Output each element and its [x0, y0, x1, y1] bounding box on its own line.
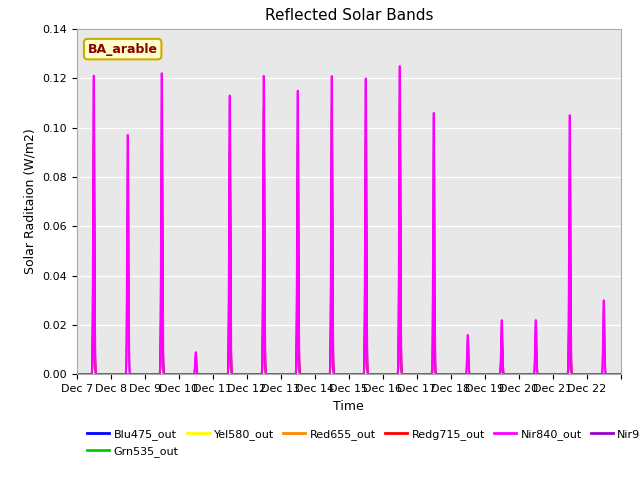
Blu475_out — [158, 261, 166, 266]
Nir945_out — [506, 372, 513, 377]
Legend: Blu475_out, Grn535_out, Yel580_out, Red655_out, Redg715_out, Nir840_out, Nir945_: Blu475_out, Grn535_out, Yel580_out, Red6… — [83, 425, 640, 461]
Nir945_out — [476, 372, 484, 377]
Redg715_out — [73, 372, 81, 377]
Blu475_out — [617, 372, 625, 377]
Yel580_out — [396, 174, 404, 180]
Redg715_out — [395, 307, 403, 313]
Yel580_out — [113, 372, 121, 377]
Text: BA_arable: BA_arable — [88, 43, 157, 56]
Redg715_out — [396, 93, 404, 98]
Red655_out — [396, 169, 404, 175]
Blu475_out — [419, 372, 426, 377]
Line: Nir945_out: Nir945_out — [77, 71, 621, 374]
Yel580_out — [395, 326, 403, 332]
Line: Blu475_out: Blu475_out — [77, 264, 621, 374]
Red655_out — [476, 372, 484, 377]
Nir945_out — [270, 372, 278, 377]
Blu475_out — [73, 372, 81, 377]
Redg715_out — [476, 372, 484, 377]
Nir945_out — [419, 372, 426, 377]
Red655_out — [113, 372, 121, 377]
Yel580_out — [419, 372, 426, 377]
Redg715_out — [506, 372, 513, 377]
Red655_out — [395, 325, 403, 331]
Line: Red655_out: Red655_out — [77, 172, 621, 374]
Title: Reflected Solar Bands: Reflected Solar Bands — [264, 9, 433, 24]
Red655_out — [506, 372, 513, 377]
Nir840_out — [419, 372, 426, 377]
Nir945_out — [100, 372, 108, 377]
Nir945_out — [396, 68, 404, 74]
Grn535_out — [395, 332, 403, 337]
Grn535_out — [476, 372, 484, 377]
Redg715_out — [419, 372, 426, 377]
Grn535_out — [419, 372, 426, 377]
Red655_out — [419, 372, 426, 377]
Redg715_out — [617, 372, 625, 377]
Nir840_out — [100, 372, 108, 377]
Yel580_out — [270, 372, 278, 377]
Redg715_out — [100, 372, 108, 377]
Grn535_out — [270, 372, 278, 377]
Line: Redg715_out: Redg715_out — [77, 96, 621, 374]
X-axis label: Time: Time — [333, 400, 364, 413]
Nir840_out — [617, 372, 625, 377]
Redg715_out — [270, 372, 278, 377]
Blu475_out — [506, 372, 513, 377]
Nir840_out — [476, 372, 484, 377]
Line: Yel580_out: Yel580_out — [77, 177, 621, 374]
Yel580_out — [100, 372, 108, 377]
Yel580_out — [476, 372, 484, 377]
Grn535_out — [73, 372, 81, 377]
Red655_out — [100, 372, 108, 377]
Yel580_out — [617, 372, 625, 377]
Grn535_out — [396, 199, 404, 204]
Grn535_out — [506, 372, 513, 377]
Blu475_out — [113, 372, 121, 377]
Nir840_out — [270, 372, 278, 377]
Red655_out — [270, 372, 278, 377]
Blu475_out — [100, 372, 108, 377]
Nir840_out — [396, 63, 404, 69]
Blu475_out — [395, 341, 403, 347]
Nir945_out — [73, 372, 81, 377]
Yel580_out — [73, 372, 81, 377]
Line: Nir840_out: Nir840_out — [77, 66, 621, 374]
Grn535_out — [617, 372, 625, 377]
Nir945_out — [617, 372, 625, 377]
Nir945_out — [395, 314, 403, 320]
Red655_out — [617, 372, 625, 377]
Blu475_out — [270, 372, 278, 377]
Y-axis label: Solar Raditaion (W/m2): Solar Raditaion (W/m2) — [24, 129, 36, 275]
Nir840_out — [73, 372, 81, 377]
Redg715_out — [113, 372, 121, 377]
Grn535_out — [113, 372, 121, 377]
Line: Grn535_out: Grn535_out — [77, 202, 621, 374]
Nir840_out — [506, 372, 513, 377]
Grn535_out — [100, 372, 108, 377]
Blu475_out — [476, 372, 484, 377]
Nir840_out — [395, 313, 403, 319]
Yel580_out — [506, 372, 513, 377]
Red655_out — [73, 372, 81, 377]
